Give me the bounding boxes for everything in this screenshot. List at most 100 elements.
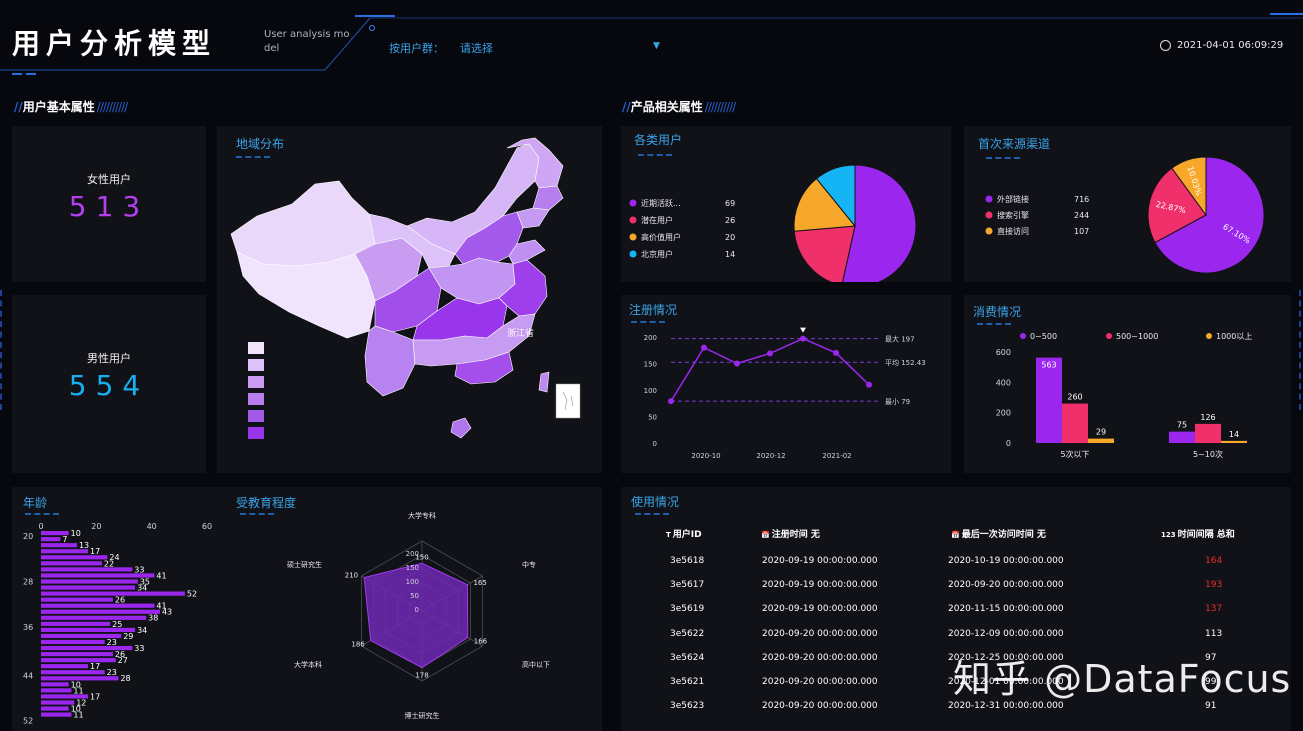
bar[interactable] [41, 573, 155, 578]
radar-axis-label: 高中以下 [522, 660, 550, 669]
data-point[interactable] [833, 349, 839, 356]
bar[interactable] [41, 664, 89, 669]
bar[interactable] [41, 603, 155, 608]
bar[interactable] [41, 694, 89, 699]
bar[interactable] [41, 585, 136, 590]
map-region-guangdong[interactable] [454, 351, 514, 385]
user-types-slice[interactable] [815, 164, 856, 228]
bar[interactable] [1062, 403, 1088, 443]
data-point[interactable] [767, 350, 773, 357]
bar[interactable] [41, 700, 75, 705]
bar[interactable] [41, 579, 138, 584]
bar[interactable] [41, 567, 133, 572]
bar[interactable] [41, 645, 133, 651]
map-region-south[interactable] [412, 313, 536, 367]
channel-panel: 首次来源渠道 外部链接 716 搜索引擎 244 直接访问 107 67.10% 22.87%… [964, 126, 1291, 282]
map-region-tibet[interactable] [236, 251, 376, 339]
legend-label[interactable]: 搜索引擎 [997, 210, 1029, 220]
bar-value-label: 29 [1096, 428, 1106, 437]
user-group-select[interactable]: 请选择 ▼ [460, 38, 665, 56]
radar-area[interactable] [363, 562, 469, 669]
bar[interactable] [41, 615, 147, 620]
legend-label[interactable]: 高价值用户 [641, 232, 681, 242]
bar[interactable] [41, 712, 72, 717]
table-header-cell[interactable]: 📅 最后一次访问时间 无 [951, 527, 1046, 540]
bar[interactable] [41, 652, 113, 657]
bar[interactable] [41, 639, 105, 645]
bar[interactable] [41, 531, 69, 536]
subtitle-line-1: User analysis mo [264, 29, 350, 40]
bar-value-label: 34 [137, 583, 147, 592]
bar[interactable] [41, 706, 69, 711]
bar[interactable] [41, 609, 160, 614]
table-cell: 2020-09-19 00:00:00.000 [762, 604, 878, 615]
bar[interactable] [41, 537, 61, 542]
legend-label[interactable]: 500~1000 [1116, 332, 1158, 341]
legend-label[interactable]: 近期活跃... [641, 198, 681, 208]
user-types-slice[interactable] [793, 177, 856, 232]
data-point[interactable] [866, 381, 872, 388]
radar-value-label: 210 [345, 572, 358, 580]
bar[interactable] [41, 670, 105, 675]
bar[interactable] [41, 543, 77, 548]
legend-swatch-4[interactable] [248, 393, 264, 405]
legend-label[interactable]: 潜在用户 [641, 215, 673, 225]
map-region-xinjiang[interactable] [230, 180, 376, 267]
legend-swatch-2[interactable] [248, 359, 264, 371]
y-tick-label: 52 [23, 717, 33, 726]
education-title: 受教育程度 [236, 496, 297, 510]
legend-label[interactable]: 0~500 [1030, 332, 1057, 341]
data-point[interactable] [701, 344, 707, 351]
channel-slice[interactable] [1154, 156, 1265, 274]
user-types-slice[interactable] [793, 225, 856, 282]
legend-swatch-6[interactable] [248, 427, 264, 439]
legend-swatch-5[interactable] [248, 410, 264, 422]
bar[interactable] [41, 549, 89, 554]
bar[interactable] [1195, 423, 1221, 443]
map-region-jilin[interactable] [532, 185, 564, 211]
bar[interactable] [41, 658, 116, 663]
x-tick-label: 2020-12 [756, 452, 785, 460]
bar[interactable] [41, 627, 136, 632]
data-point[interactable] [734, 360, 740, 367]
age-bar-chart: 0 20 40 60107131724223341353452264143382534… [23, 522, 212, 726]
table-cell: 97 [1205, 652, 1217, 663]
bar-value-label: 34 [137, 626, 147, 635]
legend-swatch-1[interactable] [248, 342, 264, 354]
bar[interactable] [41, 621, 111, 626]
legend-label[interactable]: 北京用户 [641, 249, 673, 259]
bar[interactable] [41, 591, 185, 596]
user-types-slice[interactable] [842, 164, 917, 282]
bar[interactable] [1088, 438, 1114, 443]
legend-swatch-3[interactable] [248, 376, 264, 388]
data-point[interactable] [668, 398, 674, 405]
table-header-cell[interactable]: T 用户ID [666, 527, 702, 540]
legend-label[interactable]: 1000以上 [1216, 332, 1252, 341]
bar[interactable] [41, 682, 69, 687]
bar[interactable] [1036, 357, 1062, 443]
bar[interactable] [41, 688, 72, 693]
channel-slice[interactable] [1147, 167, 1207, 244]
data-point[interactable] [800, 335, 806, 342]
table-header-cell[interactable]: 📅 注册时间 无 [761, 527, 820, 540]
bar[interactable] [1169, 431, 1195, 443]
legend-label[interactable]: 直接访问 [997, 226, 1029, 236]
table-cell: 193 [1205, 580, 1223, 591]
radar-value-label: 178 [415, 672, 428, 680]
bar-value-label: 13 [79, 541, 89, 550]
bar[interactable] [41, 597, 113, 602]
map-region-hainan[interactable] [450, 417, 472, 439]
map-region-yunnan[interactable] [364, 325, 416, 397]
bar[interactable] [41, 555, 108, 560]
bar[interactable] [41, 633, 122, 639]
bar[interactable] [1221, 440, 1247, 443]
legend-label[interactable]: 外部链接 [997, 194, 1029, 204]
map-region-taiwan[interactable] [538, 371, 550, 393]
y-tick-label: 150 [644, 361, 657, 369]
table-cell: 3e5623 [670, 701, 705, 712]
bar[interactable] [41, 676, 119, 681]
channel-slice[interactable] [1171, 156, 1207, 217]
bar[interactable] [41, 561, 102, 566]
table-header-cell[interactable]: 123 时间间隔 总和 [1161, 527, 1235, 540]
legend-value: 69 [725, 199, 735, 208]
